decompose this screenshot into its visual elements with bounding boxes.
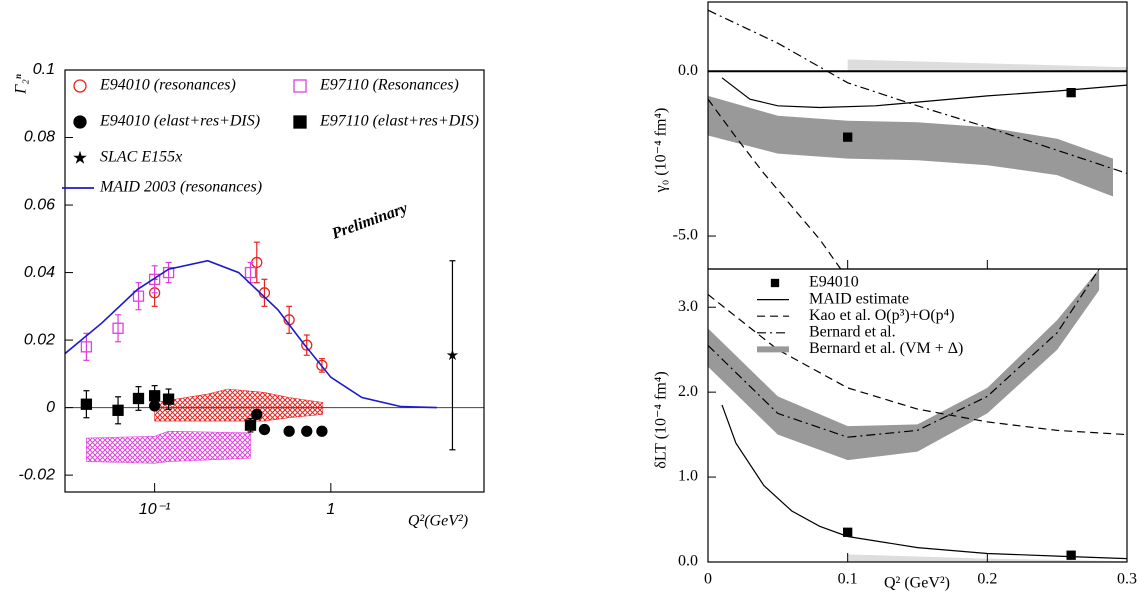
error-bar: [135, 282, 142, 311]
marker: [244, 266, 257, 279]
legend-label: E94010: [809, 274, 859, 291]
marker: [112, 322, 124, 334]
marker: [316, 359, 328, 372]
marker: [244, 419, 257, 431]
legend-label: Bernard et al. (VM + Δ): [809, 340, 963, 357]
legend-label: Bernard et al.: [809, 323, 896, 340]
annotation: Preliminary: [329, 199, 411, 243]
x-tick-label: 1: [326, 501, 335, 518]
legend-label: E97110 (elast+res+DIS): [319, 113, 479, 130]
y-tick-label: 2.0: [678, 383, 698, 400]
y-tick-label: 0: [46, 399, 55, 416]
y-tick-label: 1.0: [678, 468, 698, 485]
marker: [301, 339, 313, 351]
band: [154, 388, 324, 422]
marker: [843, 132, 853, 142]
y-tick-label: -5.0: [673, 227, 698, 244]
marker: [148, 273, 161, 285]
legend-label: MAID estimate: [809, 290, 909, 307]
y-tick-label: 0.0: [678, 553, 698, 570]
legend-label: MAID 2003 (resonances): [99, 179, 262, 196]
marker: [301, 425, 313, 437]
frame: [64, 69, 485, 493]
error-bar: [261, 278, 268, 307]
marker: [1066, 550, 1076, 560]
marker: [251, 408, 263, 421]
marker: [80, 398, 93, 410]
legend-symbol: [73, 150, 87, 164]
x-axis-label: Q² (GeV²): [884, 575, 950, 592]
y-axis-label: Γ₂ⁿ: [13, 74, 30, 95]
legend-symbol: [73, 79, 87, 93]
marker: [162, 393, 175, 405]
legend-label: SLAC E155x: [100, 149, 182, 166]
x-tick-label: 0: [704, 571, 712, 588]
x-tick-label: 0.2: [977, 571, 997, 588]
curve: [721, 404, 1127, 560]
error-bar: [253, 241, 260, 284]
band: [847, 554, 1127, 562]
legend-symbol: [73, 115, 87, 129]
band: [86, 430, 251, 464]
panel: 0.0 1.0 2.0 3.0 0 0.1 0.2 0.3 δLT (10⁻⁴ fm⁴) Q² (…: [653, 268, 1137, 592]
marker: [446, 349, 459, 361]
y-axis-label: γ₀ (10⁻⁴ fm⁴): [653, 108, 670, 194]
y-tick-label: 0.06: [24, 196, 55, 213]
curve: [708, 9, 1127, 174]
panel: -0.02 0 0.02 0.04 0.06 0.08 0.1 10⁻¹ 1 Γ₂ⁿ Q²(GeV²…: [13, 61, 485, 530]
y-axis-label: δLT (10⁻⁴ fm⁴): [653, 371, 670, 468]
x-tick-label: 0.3: [1117, 571, 1137, 588]
legend-symbol: [770, 278, 780, 288]
band: [847, 59, 1127, 72]
x-axis-label: Q²(GeV²): [408, 513, 468, 530]
legend-label: Kao et al. O(p³)+O(p⁴): [809, 307, 955, 324]
band: [708, 95, 1113, 197]
error-bar: [115, 314, 122, 343]
y-tick-label: 3.0: [678, 298, 698, 315]
marker: [132, 290, 145, 302]
legend-label: E97110 (Resonances): [319, 77, 459, 94]
curve: [708, 269, 1100, 438]
marker: [148, 390, 161, 402]
legend-symbol: [293, 115, 307, 129]
marker: [258, 423, 271, 436]
y-tick-label: -0.02: [19, 466, 56, 483]
y-tick-label: 0.04: [24, 264, 55, 281]
marker: [112, 404, 124, 416]
x-tick-label: 0.1: [838, 571, 858, 588]
y-tick-label: 0.1: [33, 61, 55, 78]
legend-label: E94010 (resonances): [99, 77, 236, 94]
panel: -5.0 0.0 γ₀ (10⁻⁴ fm⁴): [653, 1, 1128, 270]
band: [708, 269, 1100, 461]
curve: [721, 77, 1127, 109]
x-tick-label: 10⁻¹: [139, 501, 171, 518]
marker: [1066, 87, 1076, 98]
error-bar: [286, 305, 293, 334]
curve: [708, 98, 842, 269]
y-tick-label: 0.02: [24, 331, 55, 348]
marker: [283, 425, 295, 437]
y-tick-label: 0.0: [678, 62, 698, 79]
legend-symbol: [293, 79, 307, 93]
marker: [316, 425, 328, 437]
error-bar: [303, 334, 310, 356]
error-bar: [151, 265, 158, 294]
y-tick-label: 0.08: [24, 129, 55, 146]
error-bar: [165, 261, 172, 284]
legend-label: E94010 (elast+res+DIS): [99, 113, 260, 130]
marker: [132, 392, 145, 405]
curve: [708, 294, 1127, 436]
curve: [65, 259, 437, 409]
frame: [707, 268, 1128, 563]
marker: [80, 341, 93, 353]
